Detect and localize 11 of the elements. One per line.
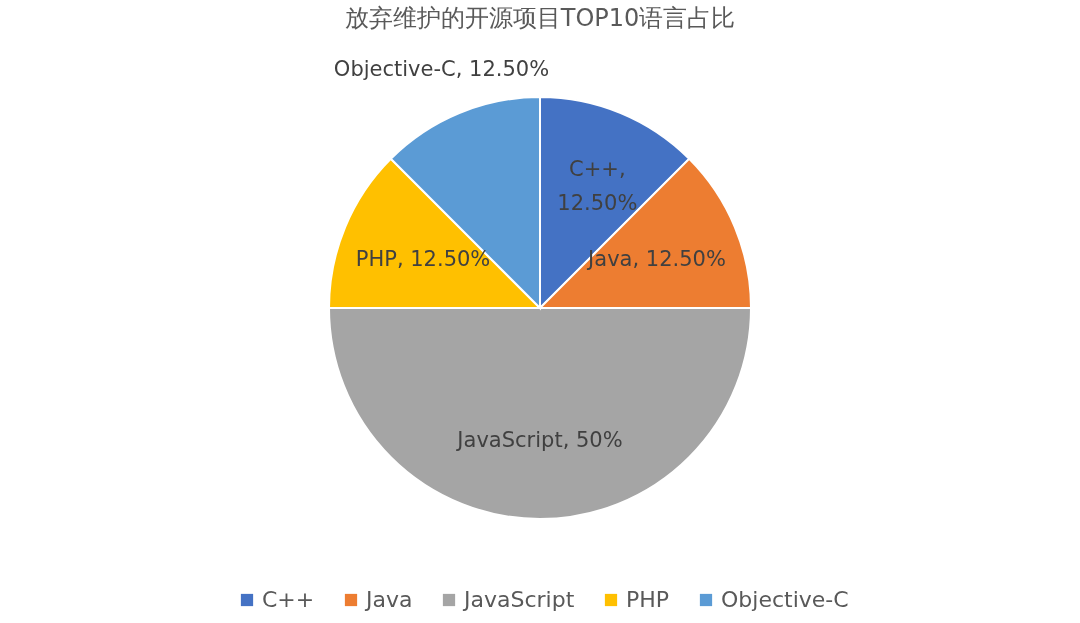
legend-label: C++: [262, 587, 315, 612]
data-label: C++, 12.50%: [557, 156, 638, 215]
legend-label: Java: [364, 587, 413, 612]
chart-title: 放弃维护的开源项目TOP10语言占比: [344, 4, 736, 32]
data-label: JavaScript, 50%: [455, 427, 623, 452]
data-label: PHP, 12.50%: [355, 246, 491, 271]
data-label: Objective-C, 12.50%: [333, 57, 550, 82]
data-label: Java, 12.50%: [586, 246, 726, 271]
legend-label: JavaScript: [462, 587, 575, 612]
legend-label: Objective-C: [721, 587, 849, 612]
legend-label: PHP: [626, 587, 670, 612]
